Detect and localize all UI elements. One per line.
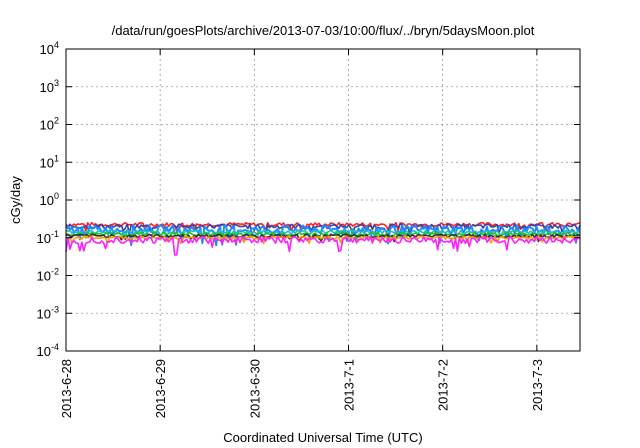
y-tick-label: 10-4 bbox=[37, 342, 59, 359]
y-tick-label: 10-3 bbox=[37, 304, 59, 321]
x-tick-label: 2013-7-3 bbox=[530, 359, 545, 411]
y-tick-label: 10-1 bbox=[37, 229, 59, 246]
x-tick-label: 2013-6-29 bbox=[153, 359, 168, 418]
y-axis: 10-4 10-3 10-2 10-1 100 101 102 103 104 bbox=[37, 40, 580, 359]
x-tick-label: 2013-7-1 bbox=[342, 359, 357, 411]
series-line bbox=[65, 229, 581, 239]
y-tick-label: 102 bbox=[40, 116, 59, 133]
x-tick-label: 2013-6-28 bbox=[59, 359, 74, 418]
series-line bbox=[65, 235, 581, 256]
x-axis: 2013-6-28 2013-6-29 2013-6-30 2013-7-1 2013-… bbox=[59, 49, 545, 418]
series-line bbox=[65, 224, 581, 247]
x-axis-label: Coordinated Universal Time (UTC) bbox=[223, 430, 422, 445]
y-axis-label: cGy/day bbox=[8, 176, 23, 224]
chart-title: /data/run/goesPlots/archive/2013-07-03/1… bbox=[112, 23, 535, 38]
x-tick-label: 2013-7-2 bbox=[436, 359, 451, 411]
series-group bbox=[65, 221, 581, 256]
y-tick-label: 100 bbox=[40, 191, 59, 208]
y-tick-label: 104 bbox=[40, 40, 59, 57]
grid bbox=[66, 49, 580, 351]
y-tick-label: 10-2 bbox=[37, 267, 59, 284]
x-tick-label: 2013-6-30 bbox=[247, 359, 262, 418]
y-tick-label: 101 bbox=[40, 153, 59, 170]
y-tick-label: 103 bbox=[40, 78, 59, 95]
